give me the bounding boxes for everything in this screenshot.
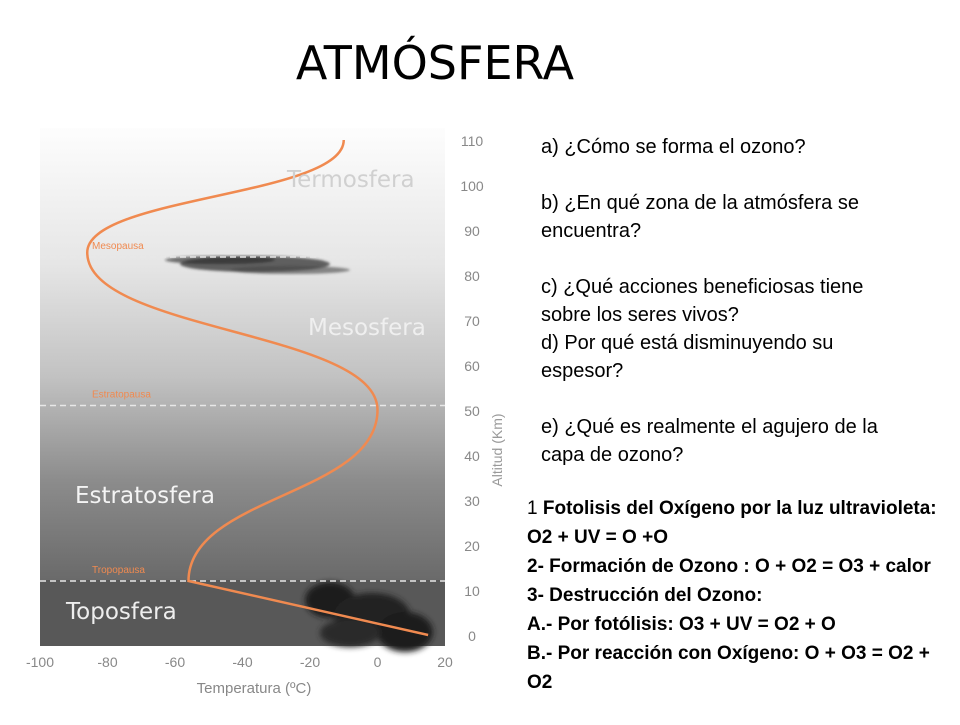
temperature-curve bbox=[85, 139, 429, 637]
y-tick-label: 10 bbox=[464, 583, 480, 599]
y-tick-label: 20 bbox=[464, 538, 480, 554]
y-tick-label: 80 bbox=[464, 268, 480, 284]
y-tick-label: 90 bbox=[464, 223, 480, 239]
answer-line-5: B.- Por reacción con Oxígeno: O + O3 = O… bbox=[527, 643, 930, 693]
atmosphere-chart: 0 10 20 30 40 50 60 70 80 90 100 110 -100 -80 -60 -40 -… bbox=[26, 128, 505, 697]
atmosphere-diagram: 0 10 20 30 40 50 60 70 80 90 100 110 -100 -80 -60 -40 -… bbox=[0, 120, 510, 720]
y-tick-label: 0 bbox=[468, 628, 476, 644]
boundary-label: Tropopausa bbox=[92, 565, 145, 576]
y-tick-label: 100 bbox=[460, 178, 484, 194]
y-tick-label: 30 bbox=[464, 493, 480, 509]
x-tick-label: 20 bbox=[437, 654, 453, 670]
slide-title: ATMÓSFERA bbox=[295, 36, 575, 90]
mesospheric-cloud bbox=[165, 256, 350, 274]
x-tick-label: -80 bbox=[97, 654, 117, 670]
y-tick-label: 110 bbox=[461, 133, 484, 149]
answer-line-2: 2- Formación de Ozono : O + O2 = O3 + ca… bbox=[527, 556, 931, 577]
answer-line-3: 3- Destrucción del Ozono: bbox=[527, 585, 763, 606]
y-tick-label: 50 bbox=[464, 403, 480, 419]
y-axis-label: Altitud (Km) bbox=[489, 413, 505, 486]
layer-label-termosfera: Termosfera bbox=[286, 167, 415, 193]
question-d: d) Por qué está disminuyendo su espesor? bbox=[541, 332, 834, 382]
layer-label-estratosfera: Estratosfera bbox=[75, 483, 215, 509]
x-axis-label: Temperatura (ºC) bbox=[197, 680, 312, 697]
answer-line-1-text: Fotolisis del Oxígeno por la luz ultravi… bbox=[527, 498, 937, 548]
answer-block: 1 Fotolisis del Oxígeno por la luz ultra… bbox=[527, 494, 947, 697]
x-tick-label: 0 bbox=[374, 654, 382, 670]
x-tick-label: -100 bbox=[26, 654, 54, 670]
layer-label-toposfera: Toposfera bbox=[65, 599, 177, 625]
y-tick-label: 60 bbox=[464, 358, 480, 374]
question-list: a) ¿Cómo se forma el ozono? b) ¿En qué z… bbox=[541, 133, 901, 469]
boundary-label: Mesopausa bbox=[92, 241, 144, 252]
question-b: b) ¿En qué zona de la atmósfera se encue… bbox=[541, 192, 859, 242]
atmosphere-background bbox=[40, 128, 445, 580]
boundary-label: Estratopausa bbox=[92, 390, 151, 401]
y-tick-label: 40 bbox=[464, 448, 480, 464]
question-c: c) ¿Qué acciones beneficiosas tiene sobr… bbox=[541, 276, 864, 326]
x-tick-label: -20 bbox=[300, 654, 320, 670]
y-tick-label: 70 bbox=[464, 313, 480, 329]
question-e: e) ¿Qué es realmente el agujero de la ca… bbox=[541, 416, 878, 466]
question-a: a) ¿Cómo se forma el ozono? bbox=[541, 136, 806, 158]
layer-label-mesosfera: Mesosfera bbox=[308, 315, 426, 341]
x-tick-label: -40 bbox=[232, 654, 252, 670]
answer-line-1: 1 Fotolisis del Oxígeno por la luz ultra… bbox=[527, 494, 947, 552]
x-tick-label: -60 bbox=[165, 654, 185, 670]
answer-line-1-number: 1 bbox=[527, 498, 543, 519]
answer-line-4: A.- Por fotólisis: O3 + UV = O2 + O bbox=[527, 614, 836, 635]
